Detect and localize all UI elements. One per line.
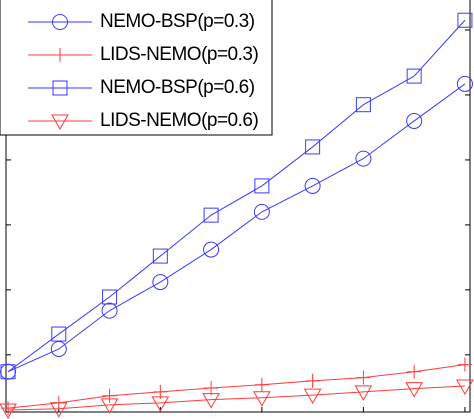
marker: [304, 177, 321, 194]
series-line: [7, 19, 466, 373]
marker: [52, 14, 68, 30]
marker: [457, 12, 473, 28]
marker: [457, 357, 472, 372]
marker: [204, 380, 219, 395]
marker: [152, 274, 169, 291]
marker: [254, 178, 270, 194]
marker: [100, 398, 119, 414]
marker: [406, 112, 423, 129]
legend-label: NEMO-BSP(p=0.6): [100, 77, 255, 98]
marker: [405, 382, 424, 398]
marker: [305, 373, 320, 388]
marker: [305, 139, 321, 155]
marker: [102, 388, 117, 403]
marker: [151, 396, 170, 412]
marker: [203, 241, 220, 258]
marker: [406, 68, 422, 84]
marker: [456, 75, 473, 92]
marker: [407, 364, 422, 379]
series-line: [7, 364, 465, 409]
marker: [102, 289, 118, 305]
legend: NEMO-BSP(p=0.3) LIDS-NEMO(p=0.3) NEMO-BSP(…: [0, 0, 273, 136]
marker: [303, 388, 322, 405]
marker: [354, 385, 373, 401]
marker: [355, 150, 372, 167]
marker: [49, 402, 68, 418]
series-line: [8, 385, 465, 411]
marker: [355, 97, 371, 113]
marker: [253, 203, 270, 220]
marker: [202, 393, 220, 409]
marker: [203, 207, 219, 223]
series-line: [7, 83, 466, 373]
marker: [1, 401, 16, 416]
legend-label: LIDS-NEMO(p=0.6): [100, 110, 258, 131]
legend-label: NEMO-BSP(p=0.3): [100, 11, 255, 32]
marker: [0, 364, 16, 380]
marker: [101, 302, 118, 319]
marker: [152, 248, 168, 264]
marker: [254, 377, 269, 392]
plot-frame: [5, 0, 471, 413]
marker: [0, 403, 17, 419]
marker: [252, 391, 271, 407]
marker: [52, 80, 68, 96]
marker: [356, 370, 371, 385]
marker: [51, 114, 69, 131]
marker: [51, 326, 67, 342]
marker: [53, 48, 67, 62]
marker: [456, 379, 474, 396]
legend-label: LIDS-NEMO(p=0.3): [100, 44, 258, 65]
